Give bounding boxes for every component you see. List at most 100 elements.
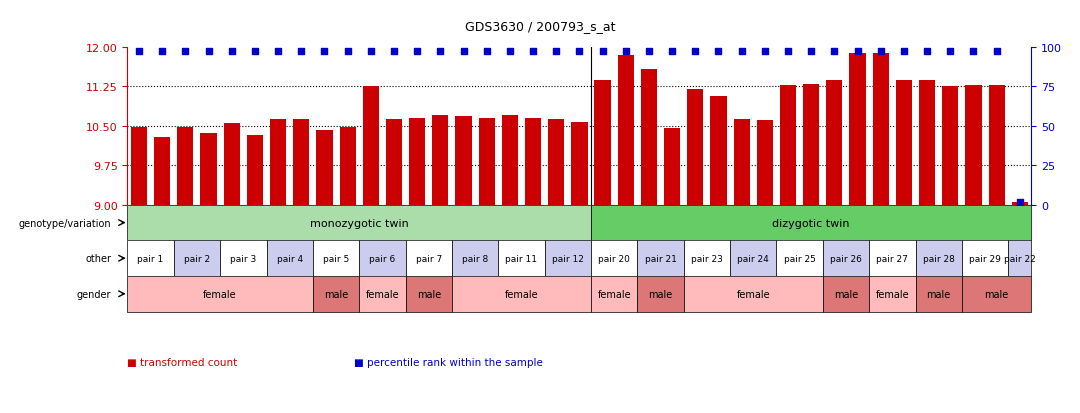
Point: [849, 49, 866, 55]
Bar: [919, 81, 935, 413]
Bar: [267, 241, 313, 276]
Point: [432, 49, 449, 55]
Text: female: female: [366, 289, 400, 299]
Bar: [711, 96, 727, 413]
Text: pair 7: pair 7: [416, 254, 442, 263]
Point: [362, 49, 379, 55]
Bar: [224, 124, 240, 413]
Bar: [823, 276, 869, 312]
Bar: [386, 120, 402, 413]
Text: pair 2: pair 2: [184, 254, 210, 263]
Point: [501, 49, 518, 55]
Point: [339, 49, 356, 55]
Bar: [777, 241, 823, 276]
Bar: [869, 241, 916, 276]
Point: [802, 49, 820, 55]
Text: pair 3: pair 3: [230, 254, 256, 263]
Point: [918, 49, 935, 55]
Point: [687, 49, 704, 55]
Text: male: male: [834, 289, 859, 299]
Point: [408, 49, 426, 55]
Bar: [850, 55, 866, 413]
Bar: [409, 119, 426, 413]
Bar: [684, 276, 823, 312]
Bar: [406, 276, 451, 312]
Point: [200, 49, 217, 55]
Point: [386, 49, 403, 55]
Text: male: male: [417, 289, 441, 299]
Point: [177, 49, 194, 55]
Bar: [594, 81, 610, 413]
Point: [988, 49, 1005, 55]
Point: [548, 49, 565, 55]
Text: female: female: [504, 289, 538, 299]
Bar: [174, 241, 220, 276]
Text: male: male: [927, 289, 950, 299]
Point: [224, 49, 241, 55]
Bar: [895, 81, 912, 413]
Bar: [220, 241, 267, 276]
Text: female: female: [737, 289, 770, 299]
Text: pair 6: pair 6: [369, 254, 395, 263]
Bar: [127, 241, 174, 276]
Bar: [201, 133, 217, 413]
Bar: [478, 119, 495, 413]
Text: genotype/variation: genotype/variation: [18, 218, 111, 228]
Point: [153, 49, 171, 55]
Bar: [591, 241, 637, 276]
Text: dizygotic twin: dizygotic twin: [772, 218, 850, 228]
Point: [663, 49, 680, 55]
Point: [640, 49, 658, 55]
Bar: [456, 117, 472, 413]
Bar: [270, 119, 286, 413]
Bar: [916, 241, 962, 276]
Point: [710, 49, 727, 55]
Point: [1011, 199, 1028, 205]
Text: pair 28: pair 28: [922, 254, 955, 263]
Bar: [544, 241, 591, 276]
Point: [246, 49, 264, 55]
Text: pair 27: pair 27: [876, 254, 908, 263]
Bar: [826, 81, 842, 413]
Text: pair 22: pair 22: [1004, 254, 1036, 263]
Text: female: female: [597, 289, 631, 299]
Text: female: female: [876, 289, 909, 299]
Bar: [127, 276, 313, 312]
Bar: [313, 276, 360, 312]
Bar: [962, 276, 1031, 312]
Bar: [637, 241, 684, 276]
Text: female: female: [203, 289, 237, 299]
Bar: [571, 123, 588, 413]
Bar: [591, 276, 637, 312]
Bar: [873, 54, 889, 413]
Bar: [640, 70, 657, 413]
Point: [525, 49, 542, 55]
Point: [942, 49, 959, 55]
Bar: [591, 205, 1031, 241]
Bar: [363, 87, 379, 413]
Bar: [498, 241, 544, 276]
Text: pair 25: pair 25: [784, 254, 815, 263]
Bar: [684, 241, 730, 276]
Bar: [733, 120, 750, 413]
Bar: [339, 128, 355, 413]
Bar: [525, 119, 541, 413]
Text: male: male: [985, 289, 1009, 299]
Text: ■ transformed count: ■ transformed count: [127, 358, 238, 368]
Bar: [1009, 241, 1031, 276]
Bar: [360, 241, 406, 276]
Text: pair 26: pair 26: [831, 254, 862, 263]
Point: [594, 49, 611, 55]
Text: pair 29: pair 29: [969, 254, 1001, 263]
Point: [293, 49, 310, 55]
Point: [570, 49, 588, 55]
Text: male: male: [324, 289, 348, 299]
Text: gender: gender: [77, 289, 111, 299]
Bar: [780, 86, 796, 413]
Bar: [966, 86, 982, 413]
Point: [131, 49, 148, 55]
Bar: [823, 241, 869, 276]
Point: [826, 49, 843, 55]
Bar: [730, 241, 777, 276]
Bar: [131, 128, 147, 413]
